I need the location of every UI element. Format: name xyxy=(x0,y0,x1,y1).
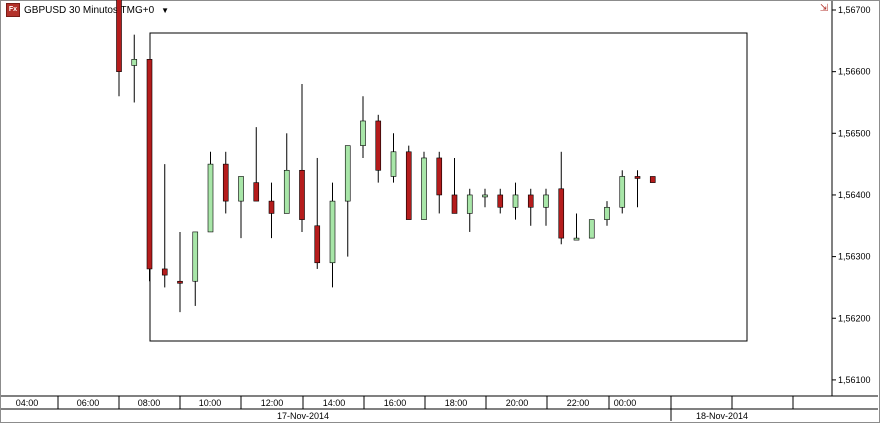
candle-body xyxy=(497,194,504,208)
candle-body xyxy=(146,59,153,270)
price-axis-label: 1,56200 xyxy=(838,313,871,323)
candle-body xyxy=(543,194,549,208)
candle-body xyxy=(299,169,305,220)
time-axis-label: 06:00 xyxy=(77,398,100,408)
candle-body xyxy=(344,145,351,202)
price-axis-label: 1,56100 xyxy=(838,375,871,385)
time-axis-label: 22:00 xyxy=(567,398,590,408)
date-axis-label: 18-Nov-2014 xyxy=(696,411,748,421)
time-axis-label: 00:00 xyxy=(614,398,637,408)
time-axis-label: 20:00 xyxy=(506,398,529,408)
time-axis-label: 10:00 xyxy=(199,398,222,408)
candle-body xyxy=(268,200,275,214)
candle-body xyxy=(329,200,336,264)
chevron-down-icon[interactable]: ▼ xyxy=(161,5,170,15)
time-axis-label: 08:00 xyxy=(138,398,161,408)
candle-body xyxy=(451,194,458,214)
candle-body xyxy=(222,163,229,202)
candle-body xyxy=(375,120,382,171)
price-axis-label: 1,56500 xyxy=(838,128,871,138)
candle-body xyxy=(527,194,534,208)
candle-body xyxy=(238,176,244,202)
candle-body xyxy=(558,188,565,239)
candle-body xyxy=(116,0,122,72)
candle-body xyxy=(634,176,641,179)
candle-body xyxy=(512,194,519,208)
candle-body xyxy=(390,151,397,177)
candle-body xyxy=(588,219,595,239)
candle-body xyxy=(405,151,412,220)
chart-header[interactable]: Fx GBPUSD 30 Minutos TMG+0 ▼ xyxy=(6,3,169,17)
candle-body xyxy=(573,237,580,241)
price-axis-label: 1,56400 xyxy=(838,190,871,200)
price-axis-label: 1,56700 xyxy=(838,5,871,15)
time-axis-label: 12:00 xyxy=(261,398,284,408)
chart-title[interactable]: GBPUSD 30 Minutos TMG+0 xyxy=(24,4,155,16)
time-axis-label: 04:00 xyxy=(16,398,39,408)
candle-body xyxy=(421,157,427,220)
fx-app-icon: Fx xyxy=(6,3,20,17)
candle-body xyxy=(466,194,473,214)
date-axis-label: 17-Nov-2014 xyxy=(277,411,329,421)
candle-body xyxy=(253,182,260,202)
candle-body xyxy=(649,176,656,183)
candle-body xyxy=(360,120,366,146)
candle-body xyxy=(604,206,610,220)
time-axis-label: 16:00 xyxy=(384,398,407,408)
price-axis-label: 1,56600 xyxy=(838,67,871,77)
candle-body xyxy=(314,225,321,264)
candle-body xyxy=(283,169,290,214)
candle-body xyxy=(436,157,443,196)
candle-body xyxy=(177,280,183,284)
candle-body xyxy=(482,194,488,198)
price-axis-label: 1,56300 xyxy=(838,252,871,262)
time-axis-label: 14:00 xyxy=(323,398,346,408)
candle-body xyxy=(192,231,199,282)
candle-body xyxy=(207,163,214,233)
time-axis-label: 18:00 xyxy=(445,398,468,408)
candle-body xyxy=(131,59,138,66)
candle-body xyxy=(619,176,626,208)
pin-icon[interactable]: ⇲ xyxy=(819,3,829,14)
candle-body xyxy=(161,268,168,276)
